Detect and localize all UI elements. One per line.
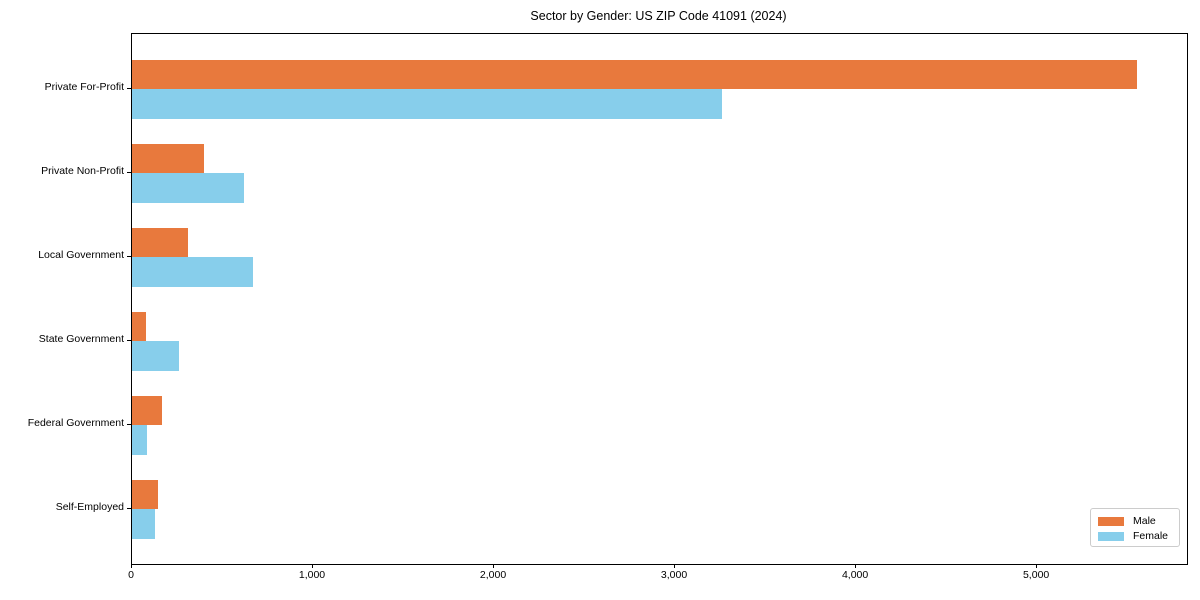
legend-item-female: Female xyxy=(1098,529,1171,544)
legend: Male Female xyxy=(1090,508,1180,547)
x-tick-mark xyxy=(855,564,857,568)
y-tick-mark xyxy=(127,424,131,425)
y-tick-label-self-employed: Self-Employed xyxy=(55,501,124,513)
y-tick-mark xyxy=(127,508,131,509)
bar-female-state-government xyxy=(132,341,180,371)
x-tick-mark xyxy=(312,564,314,568)
bar-female-private-for-profit xyxy=(132,89,723,119)
x-tick-mark xyxy=(493,564,495,568)
legend-swatch-male xyxy=(1098,517,1124,526)
chart-title: Sector by Gender: US ZIP Code 41091 (202… xyxy=(530,9,787,23)
bar-female-private-non-profit xyxy=(132,173,245,203)
x-tick-mark xyxy=(674,564,676,568)
y-tick-mark xyxy=(127,340,131,341)
x-tick-label-4-000: 4,000 xyxy=(841,569,869,581)
y-tick-mark xyxy=(127,172,131,173)
x-tick-label-5-000: 5,000 xyxy=(1022,569,1050,581)
x-tick-label-3-000: 3,000 xyxy=(660,569,688,581)
bar-male-private-for-profit xyxy=(132,59,1137,89)
bar-female-self-employed xyxy=(132,509,155,539)
y-tick-mark xyxy=(127,88,131,89)
y-tick-mark xyxy=(127,256,131,257)
x-tick-mark xyxy=(1036,564,1038,568)
bar-male-private-non-profit xyxy=(132,143,205,173)
y-tick-label-private-non-profit: Private Non-Profit xyxy=(41,165,124,177)
bar-male-self-employed xyxy=(132,479,159,509)
legend-label-male: Male xyxy=(1133,515,1156,528)
bar-male-local-government xyxy=(132,227,189,257)
legend-swatch-female xyxy=(1098,532,1124,541)
x-tick-mark xyxy=(131,564,132,568)
y-tick-label-local-government: Local Government xyxy=(38,249,124,261)
plot-area: Male Female xyxy=(131,33,1188,565)
y-tick-label-federal-government: Federal Government xyxy=(27,417,124,429)
bar-male-federal-government xyxy=(132,395,162,425)
y-tick-label-state-government: State Government xyxy=(38,333,124,345)
x-tick-label-0: 0 xyxy=(128,569,134,581)
x-tick-label-2-000: 2,000 xyxy=(479,569,507,581)
x-tick-label-1-000: 1,000 xyxy=(298,569,326,581)
bar-female-federal-government xyxy=(132,425,148,455)
bar-female-local-government xyxy=(132,257,254,287)
legend-item-male: Male xyxy=(1098,514,1171,529)
y-tick-label-private-for-profit: Private For-Profit xyxy=(44,81,124,93)
bar-male-state-government xyxy=(132,311,147,341)
legend-label-female: Female xyxy=(1133,530,1169,543)
